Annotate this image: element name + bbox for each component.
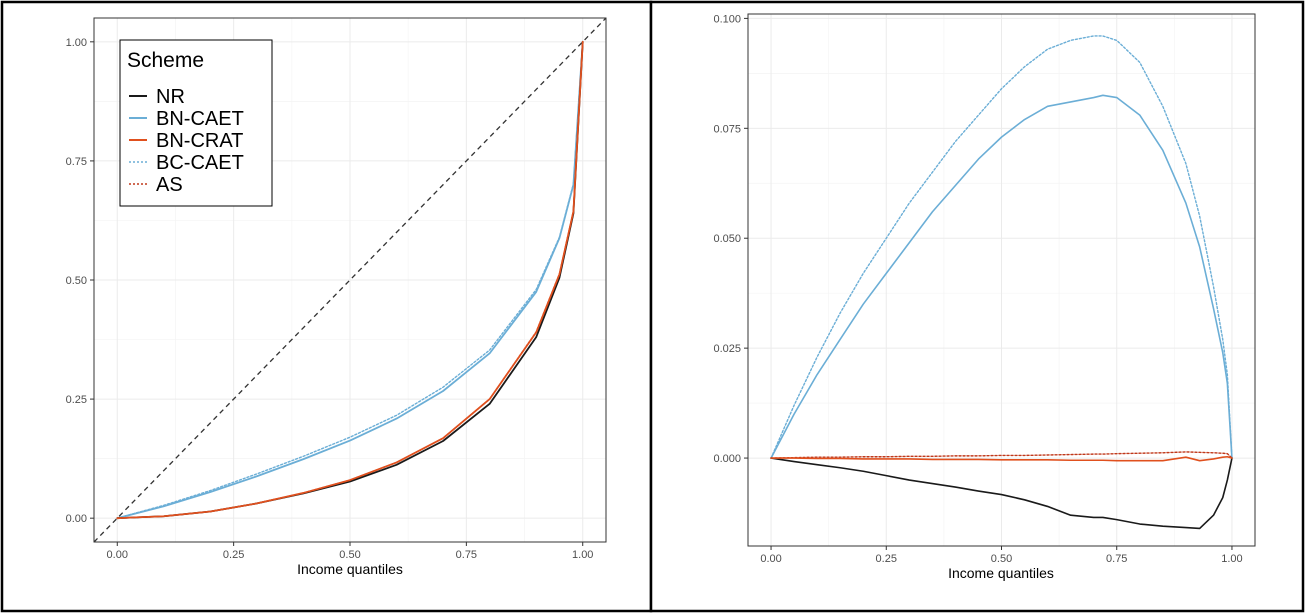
right-y-tick-label: 0.100 [713, 13, 741, 25]
right-y-tick-label: 0.000 [713, 453, 741, 465]
right-series-as [770, 451, 1233, 459]
left-x-tick-label: 0.25 [223, 549, 244, 561]
legend-box [119, 39, 273, 207]
right-x-tick-label: 0.25 [876, 553, 897, 565]
right-axes: 0.00 0.25 0.50 0.75 1.00 0.000 0.025 0.050 0.075… [713, 13, 1242, 565]
left-x-tick-label: 1.00 [572, 549, 593, 561]
right-y-tick-label: 0.050 [713, 233, 741, 245]
right-x-tick-label: 1.00 [1221, 553, 1242, 565]
right-x-tick-label: 0.00 [760, 553, 781, 565]
left-x-tick-label: 0.75 [456, 549, 477, 561]
right-series-lines [770, 35, 1233, 530]
right-series-bn-caet [770, 94, 1233, 459]
right-y-tick-label: 0.025 [713, 343, 741, 355]
right-x-axis-title: Income quantiles [948, 565, 1054, 581]
right-chart-panel: 0.00 0.25 0.50 0.75 1.00 0.000 0.025 0.050 0.075… [713, 13, 1256, 581]
right-series-nr [770, 457, 1233, 530]
left-y-tick-label: 0.25 [66, 394, 87, 406]
left-y-tick-label: 0.75 [66, 156, 87, 168]
left-x-tick-label: 0.50 [339, 549, 360, 561]
right-series-bn-crat [770, 455, 1233, 462]
left-series-bn-crat [116, 40, 584, 520]
legend-label-as: AS [156, 174, 183, 196]
left-x-axis-title: Income quantiles [297, 561, 403, 577]
left-y-tick-label: 0.50 [66, 275, 87, 287]
left-chart-panel: 0.00 0.25 0.50 0.75 1.00 0.00 0.25 0.50 0.75 1.00… [66, 17, 607, 577]
left-series-lines [116, 40, 584, 520]
right-x-tick-label: 0.75 [1106, 553, 1127, 565]
legend-label-bn-caet: BN-CAET [156, 108, 244, 130]
right-series-bc-caet [770, 35, 1233, 459]
left-axes: 0.00 0.25 0.50 0.75 1.00 0.00 0.25 0.50 0.75 1.00 [66, 37, 594, 561]
left-series-bn-caet [116, 40, 584, 520]
left-y-tick-label: 0.00 [66, 513, 87, 525]
right-x-tick-label: 0.50 [991, 553, 1012, 565]
legend-label-nr: NR [156, 86, 185, 108]
legend-label-bn-crat: BN-CRAT [156, 130, 243, 152]
left-y-tick-label: 1.00 [66, 37, 87, 49]
left-x-tick-label: 0.00 [107, 549, 128, 561]
legend-label-bc-caet: BC-CAET [156, 152, 244, 174]
legend-title: Scheme [127, 49, 204, 72]
right-y-tick-label: 0.075 [713, 123, 741, 135]
